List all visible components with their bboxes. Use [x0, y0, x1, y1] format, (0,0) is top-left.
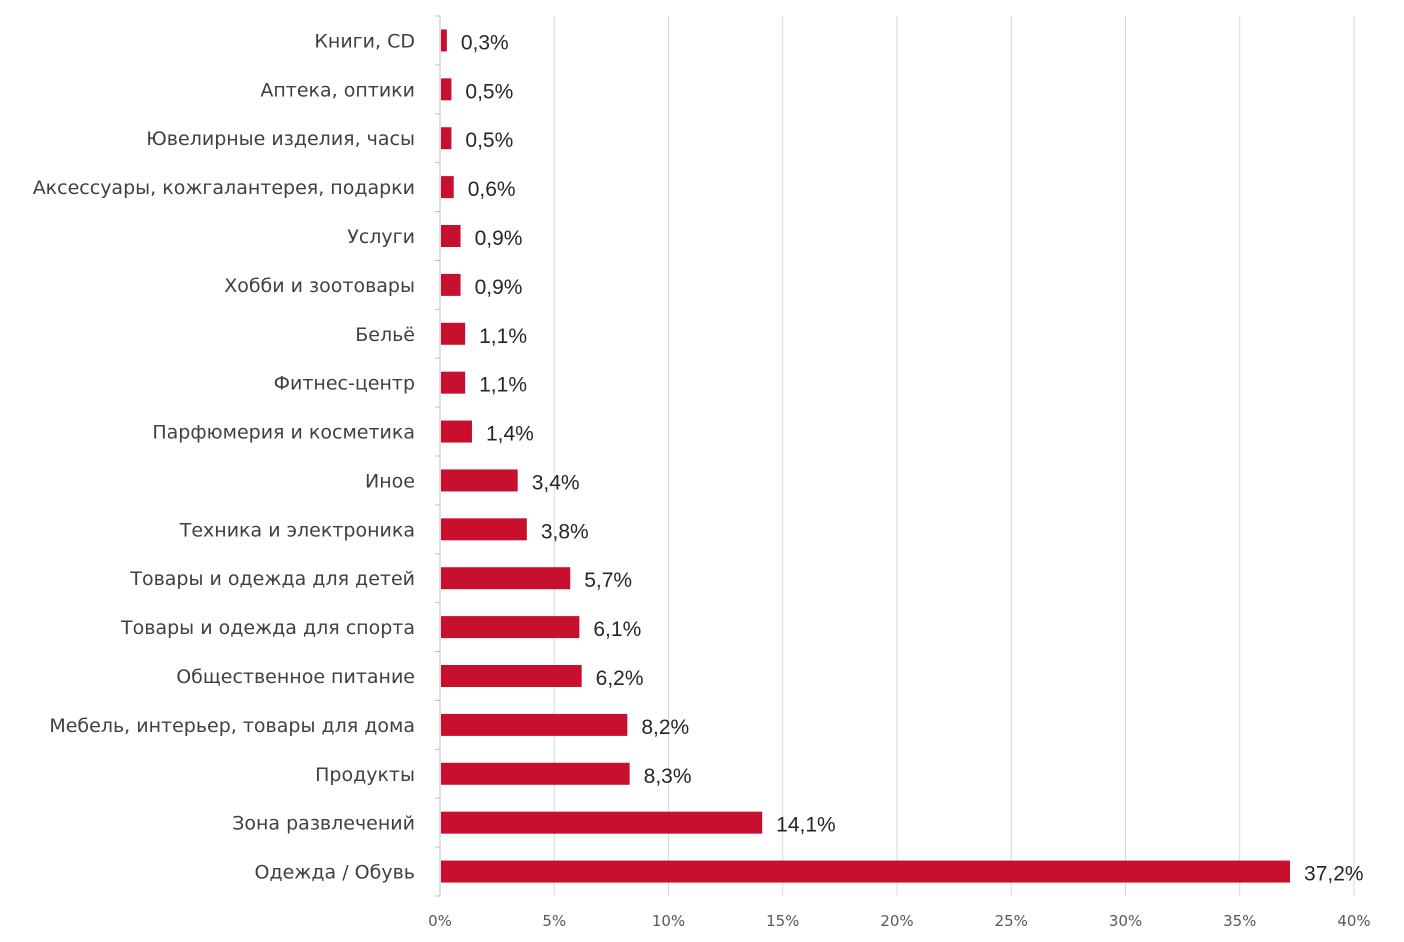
category-label: Аптека, оптики: [260, 79, 415, 101]
category-label: Товары и одежда для детей: [129, 568, 415, 590]
bar: [441, 29, 447, 52]
bar: [441, 127, 452, 150]
x-tick-label: 20%: [880, 912, 913, 930]
data-label: 3,8%: [541, 520, 589, 543]
category-label: Одежда / Обувь: [255, 862, 415, 884]
category-label: Хобби и зоотовары: [224, 275, 415, 297]
data-label: 1,1%: [479, 325, 527, 348]
data-label: 3,4%: [532, 471, 580, 494]
axis-layer: [435, 15, 441, 897]
x-tick-label: 15%: [766, 912, 799, 930]
category-label: Общественное питание: [176, 666, 415, 688]
bar: [441, 322, 466, 345]
bar: [441, 273, 461, 296]
bar: [441, 616, 580, 639]
bar: [441, 176, 454, 199]
bar: [441, 762, 630, 785]
category-label: Техника и электроника: [179, 519, 415, 541]
data-label: 0,5%: [465, 129, 513, 152]
bar: [441, 567, 571, 590]
data-label: 37,2%: [1304, 863, 1364, 886]
category-label: Книги, CD: [314, 30, 415, 52]
data-label: 1,1%: [479, 374, 527, 397]
data-label: 0,6%: [468, 178, 516, 201]
x-tick-label: 10%: [652, 912, 685, 930]
data-label: 0,5%: [465, 80, 513, 103]
data-label: 8,2%: [641, 716, 689, 739]
data-label: 8,3%: [644, 765, 692, 788]
data-label: 1,4%: [486, 423, 534, 446]
category-label: Иное: [365, 470, 415, 492]
category-label: Товары и одежда для спорта: [120, 617, 415, 639]
data-label: 6,1%: [593, 618, 641, 641]
data-label: 14,1%: [776, 814, 836, 837]
data-label: 0,9%: [475, 227, 523, 250]
category-label: Услуги: [347, 226, 415, 248]
x-tick-label: 5%: [542, 912, 566, 930]
data-label: 6,2%: [596, 667, 644, 690]
category-label: Продукты: [315, 764, 415, 786]
bar: [441, 518, 527, 541]
category-label: Зона развлечений: [232, 813, 415, 835]
category-label: Ювелирные изделия, часы: [146, 128, 415, 150]
bar: [441, 713, 628, 736]
x-tick-label: 0%: [428, 912, 452, 930]
data-label: 0,3%: [461, 31, 509, 54]
category-label: Бельё: [355, 324, 415, 346]
category-label: Аксессуары, кожгалантерея, подарки: [33, 177, 415, 199]
bar: [441, 469, 518, 492]
data-label: 5,7%: [584, 569, 632, 592]
bar: [441, 665, 582, 687]
x-tick-label: 25%: [995, 912, 1028, 930]
bar: [441, 860, 1291, 883]
x-tick-label: 35%: [1223, 912, 1256, 930]
bars-layer: [441, 29, 1291, 883]
bar: [441, 225, 461, 247]
bar: [441, 420, 472, 443]
x-tick-label: 40%: [1337, 912, 1370, 930]
category-label: Мебель, интерьер, товары для дома: [49, 715, 415, 737]
category-label: Парфюмерия и косметика: [152, 422, 415, 444]
category-label: Фитнес-центр: [274, 373, 415, 395]
bar: [441, 371, 466, 394]
labels-layer: 0% 5% 10% 15% 20% 25% 30% 35% 40% Книги, CD 0,3% Ап…: [33, 30, 1371, 930]
data-label: 0,9%: [475, 276, 523, 299]
bar: [441, 78, 452, 101]
x-tick-label: 30%: [1109, 912, 1142, 930]
grid-layer: [553, 16, 1355, 896]
bar: [441, 811, 763, 834]
